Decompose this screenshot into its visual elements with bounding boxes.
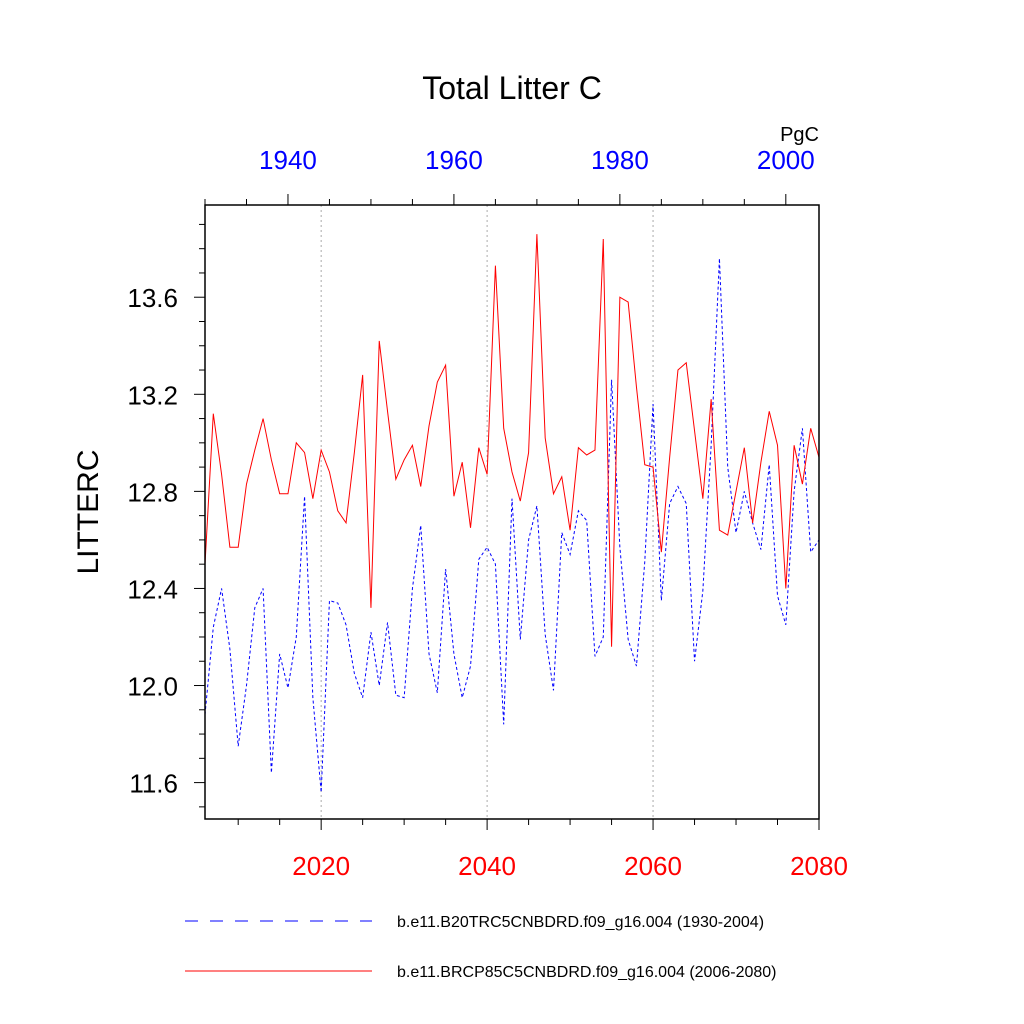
x-bottom-tick-label: 2060: [624, 851, 682, 881]
units-label: PgC: [780, 124, 819, 146]
y-tick-label: 12.8: [127, 477, 178, 507]
grid-lines: [320, 205, 654, 819]
y-tick-label: 13.6: [127, 283, 178, 313]
x-bottom-tick-label: 2040: [458, 851, 516, 881]
legend: b.e11.B20TRC5CNBDRD.f09_g16.004 (1930-20…: [185, 914, 776, 981]
series-line-0: [204, 258, 820, 793]
legend-label-historical: b.e11.B20TRC5CNBDRD.f09_g16.004 (1930-20…: [397, 914, 764, 931]
x-top-tick-label: 1980: [591, 145, 649, 175]
x-top-tick-label: 2000: [757, 145, 815, 175]
y-tick-label: 11.6: [129, 769, 178, 799]
x-top-tick-label: 1960: [425, 145, 483, 175]
legend-label-rcp85: b.e11.BRCP85C5CNBDRD.f09_g16.004 (2006-2…: [397, 964, 776, 981]
plot-frame: [204, 204, 820, 820]
x-bottom-tick-label: 2080: [790, 851, 848, 881]
axis-ticks: [194, 194, 820, 830]
y-tick-label: 12.0: [127, 672, 178, 702]
x-top-tick-label: 1940: [259, 145, 317, 175]
series-layer: [204, 234, 820, 793]
y-tick-label: 12.4: [127, 574, 178, 604]
tick-labels: 11.6 12.0 12.4 12.8 13.2 13.6 2020 2040 2060 2080…: [127, 145, 848, 881]
y-tick-label: 13.2: [127, 380, 178, 410]
chart-title: Total Litter C: [422, 70, 602, 106]
x-bottom-tick-label: 2020: [292, 851, 350, 881]
y-axis-label: LITTERC: [72, 449, 105, 574]
series-line-1: [204, 234, 820, 647]
